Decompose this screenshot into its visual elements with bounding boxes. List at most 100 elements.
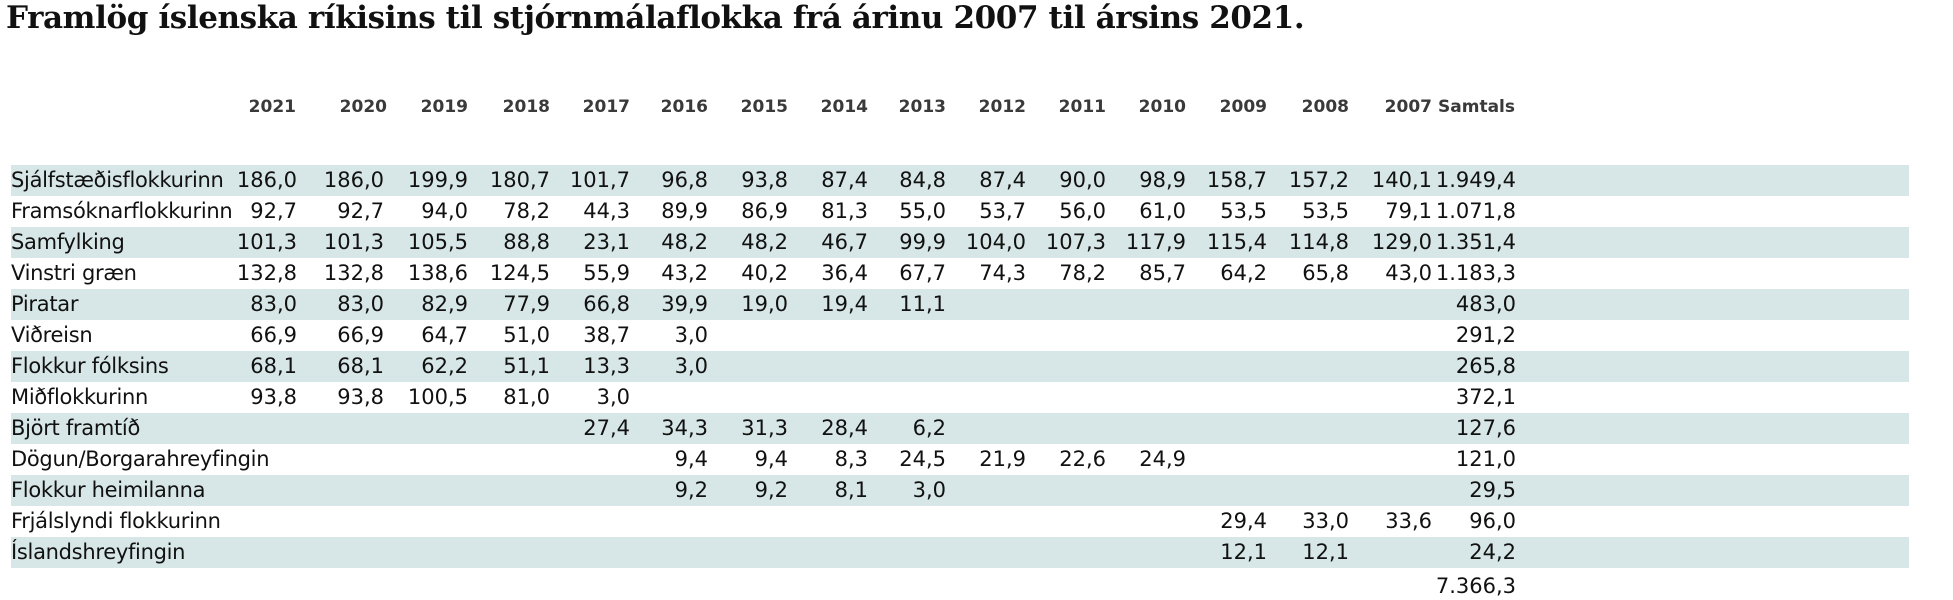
row-total-cell: 291,2 (1455, 323, 1516, 347)
value-cell: 24,5 (899, 447, 946, 471)
table-row: Vinstri græn 132,8 132,8 138,6 124,5 55,9 43,2… (11, 258, 1909, 289)
row-total-cell: 121,0 (1455, 447, 1516, 471)
value-cell: 78,2 (503, 199, 550, 223)
value-cell: 13,3 (583, 354, 630, 378)
column-header-2020: 2020 (339, 97, 387, 117)
value-cell: 22,6 (1059, 447, 1106, 471)
row-total-cell: 1.351,4 (1435, 230, 1516, 254)
table-row: Viðreisn 66,9 66,9 64,7 51,0 38,7 3,0 291,2 (11, 320, 1909, 351)
value-cell: 55,0 (899, 199, 946, 223)
value-cell: 140,1 (1371, 168, 1432, 192)
value-cell: 48,2 (741, 230, 788, 254)
table-row: Miðflokkurinn 93,8 93,8 100,5 81,0 3,0 372,1 (11, 382, 1909, 413)
column-header-2014: 2014 (820, 97, 868, 117)
table-row: Frjálslyndi flokkurinn 29,4 33,0 33,6 96,0 (11, 506, 1909, 537)
value-cell: 9,2 (754, 478, 788, 502)
party-name: Framsóknarflokkurinn (11, 199, 233, 223)
column-header-2019: 2019 (420, 97, 468, 117)
grand-total: 7.366,3 (1435, 574, 1516, 598)
value-cell: 82,9 (421, 292, 468, 316)
value-cell: 132,8 (236, 261, 297, 285)
party-name: Flokkur fólksins (11, 354, 169, 378)
value-cell: 124,5 (489, 261, 550, 285)
value-cell: 3,0 (674, 323, 708, 347)
table-row: Dögun/Borgarahreyfingin 9,4 9,4 8,3 24,5 21,9… (11, 444, 1909, 475)
column-header-2008: 2008 (1301, 97, 1349, 117)
value-cell: 83,0 (337, 292, 384, 316)
value-cell: 19,4 (821, 292, 868, 316)
value-cell: 34,3 (661, 416, 708, 440)
value-cell: 68,1 (250, 354, 297, 378)
value-cell: 44,3 (583, 199, 630, 223)
table-row: Flokkur fólksins 68,1 68,1 62,2 51,1 13,3 3,0 2… (11, 351, 1909, 382)
value-cell: 64,2 (1220, 261, 1267, 285)
value-cell: 132,8 (323, 261, 384, 285)
value-cell: 100,5 (407, 385, 468, 409)
value-cell: 107,3 (1045, 230, 1106, 254)
party-name: Dögun/Borgarahreyfingin (11, 447, 270, 471)
value-cell: 3,0 (912, 478, 946, 502)
value-cell: 55,9 (583, 261, 630, 285)
value-cell: 68,1 (337, 354, 384, 378)
value-cell: 199,9 (407, 168, 468, 192)
value-cell: 6,2 (912, 416, 946, 440)
value-cell: 43,0 (1385, 261, 1432, 285)
value-cell: 115,4 (1206, 230, 1267, 254)
party-name: Sjálfstæðisflokkurinn (11, 168, 224, 192)
value-cell: 51,0 (503, 323, 550, 347)
table-row: Íslandshreyfingin 12,1 12,1 24,2 (11, 537, 1909, 568)
value-cell: 180,7 (489, 168, 550, 192)
value-cell: 84,8 (899, 168, 946, 192)
value-cell: 53,5 (1220, 199, 1267, 223)
value-cell: 138,6 (407, 261, 468, 285)
column-header-2016: 2016 (660, 97, 708, 117)
value-cell: 66,9 (337, 323, 384, 347)
column-header-2012: 2012 (978, 97, 1026, 117)
value-cell: 93,8 (337, 385, 384, 409)
value-cell: 56,0 (1059, 199, 1106, 223)
party-name: Björt framtíð (11, 416, 141, 440)
column-header-2007: 2007 (1384, 97, 1432, 117)
row-total-cell: 483,0 (1455, 292, 1516, 316)
value-cell: 94,0 (421, 199, 468, 223)
value-cell: 87,4 (821, 168, 868, 192)
value-cell: 186,0 (236, 168, 297, 192)
column-header-2015: 2015 (740, 97, 788, 117)
value-cell: 27,4 (583, 416, 630, 440)
party-name: Viðreisn (11, 323, 93, 347)
party-name: Miðflokkurinn (11, 385, 149, 409)
value-cell: 90,0 (1059, 168, 1106, 192)
value-cell: 105,5 (407, 230, 468, 254)
value-cell: 93,8 (741, 168, 788, 192)
value-cell: 8,3 (834, 447, 868, 471)
table-row: Framsóknarflokkurinn 92,7 92,7 94,0 78,2 44,3… (11, 196, 1909, 227)
value-cell: 83,0 (250, 292, 297, 316)
value-cell: 114,8 (1288, 230, 1349, 254)
value-cell: 43,2 (661, 261, 708, 285)
value-cell: 8,1 (834, 478, 868, 502)
value-cell: 39,9 (661, 292, 708, 316)
table-row: Sjálfstæðisflokkurinn 186,0 186,0 199,9 180,… (11, 165, 1909, 196)
value-cell: 186,0 (323, 168, 384, 192)
value-cell: 9,2 (674, 478, 708, 502)
value-cell: 40,2 (741, 261, 788, 285)
value-cell: 104,0 (965, 230, 1026, 254)
value-cell: 77,9 (503, 292, 550, 316)
value-cell: 101,7 (569, 168, 630, 192)
column-header-2009: 2009 (1219, 97, 1267, 117)
column-header-2021: 2021 (248, 97, 296, 117)
value-cell: 92,7 (337, 199, 384, 223)
table-row: Piratar 83,0 83,0 82,9 77,9 66,8 39,9 19,0 19,4 1… (11, 289, 1909, 320)
value-cell: 96,8 (661, 168, 708, 192)
value-cell: 3,0 (596, 385, 630, 409)
column-header-2011: 2011 (1058, 97, 1106, 117)
column-header-2017: 2017 (582, 97, 630, 117)
value-cell: 85,7 (1139, 261, 1186, 285)
value-cell: 23,1 (583, 230, 630, 254)
value-cell: 65,8 (1302, 261, 1349, 285)
value-cell: 53,5 (1302, 199, 1349, 223)
value-cell: 98,9 (1139, 168, 1186, 192)
column-header-2010: 2010 (1138, 97, 1186, 117)
value-cell: 61,0 (1139, 199, 1186, 223)
value-cell: 19,0 (741, 292, 788, 316)
